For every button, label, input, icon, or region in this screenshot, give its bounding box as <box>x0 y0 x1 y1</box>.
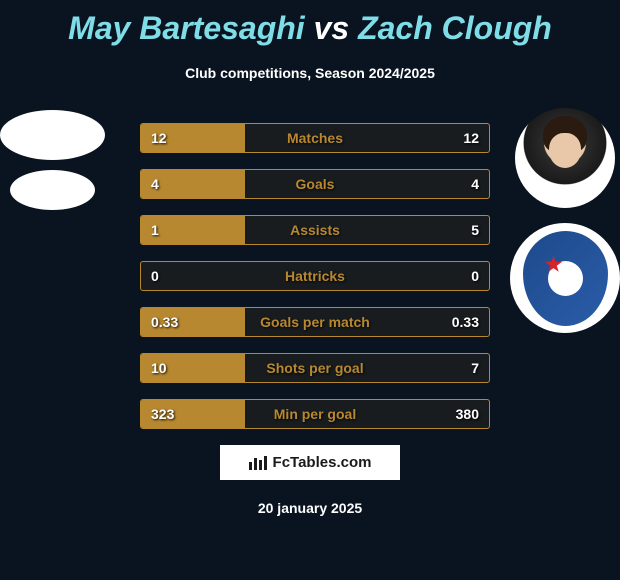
vs-text: vs <box>314 10 350 46</box>
stat-label: Goals <box>141 176 489 192</box>
stat-value-left: 10 <box>151 360 167 376</box>
stat-row: 0Hattricks0 <box>140 261 490 291</box>
player2-club-badge <box>510 223 620 333</box>
stat-row: 1Assists5 <box>140 215 490 245</box>
comparison-title: May Bartesaghi vs Zach Clough <box>0 0 620 47</box>
stat-value-right: 7 <box>471 360 479 376</box>
player1-photo-placeholder <box>0 110 105 160</box>
branding-logo: FcTables.com <box>220 445 400 480</box>
date-text: 20 january 2025 <box>0 500 620 516</box>
subtitle: Club competitions, Season 2024/2025 <box>0 65 620 81</box>
branding-text: FcTables.com <box>273 454 372 471</box>
stat-row: 4Goals4 <box>140 169 490 199</box>
stat-value-left: 323 <box>151 406 174 422</box>
player1-club-placeholder <box>10 170 95 210</box>
player2-photo <box>515 108 615 208</box>
stat-value-left: 1 <box>151 222 159 238</box>
stat-value-right: 4 <box>471 176 479 192</box>
stat-value-left: 0 <box>151 268 159 284</box>
stats-table: 12Matches12 4Goals4 1Assists5 0Hattricks0 0.… <box>140 123 490 445</box>
chart-icon <box>249 456 267 470</box>
stat-value-right: 380 <box>456 406 479 422</box>
stat-row: 12Matches12 <box>140 123 490 153</box>
stat-label: Goals per match <box>141 314 489 330</box>
stat-row: 323Min per goal380 <box>140 399 490 429</box>
stat-value-right: 0.33 <box>452 314 479 330</box>
player1-name: May Bartesaghi <box>68 10 305 46</box>
stat-value-right: 12 <box>463 130 479 146</box>
stat-label: Hattricks <box>141 268 489 284</box>
stat-value-right: 5 <box>471 222 479 238</box>
player2-name: Zach Clough <box>358 10 552 46</box>
right-avatar-column <box>515 108 620 333</box>
stat-row: 0.33Goals per match0.33 <box>140 307 490 337</box>
stat-label: Assists <box>141 222 489 238</box>
stat-value-left: 12 <box>151 130 167 146</box>
stat-value-left: 4 <box>151 176 159 192</box>
left-avatar-column <box>0 110 105 220</box>
stat-label: Shots per goal <box>141 360 489 376</box>
stat-value-left: 0.33 <box>151 314 178 330</box>
stat-row: 10Shots per goal7 <box>140 353 490 383</box>
badge-shield-icon <box>523 231 608 326</box>
stat-label: Min per goal <box>141 406 489 422</box>
stat-label: Matches <box>141 130 489 146</box>
stat-value-right: 0 <box>471 268 479 284</box>
